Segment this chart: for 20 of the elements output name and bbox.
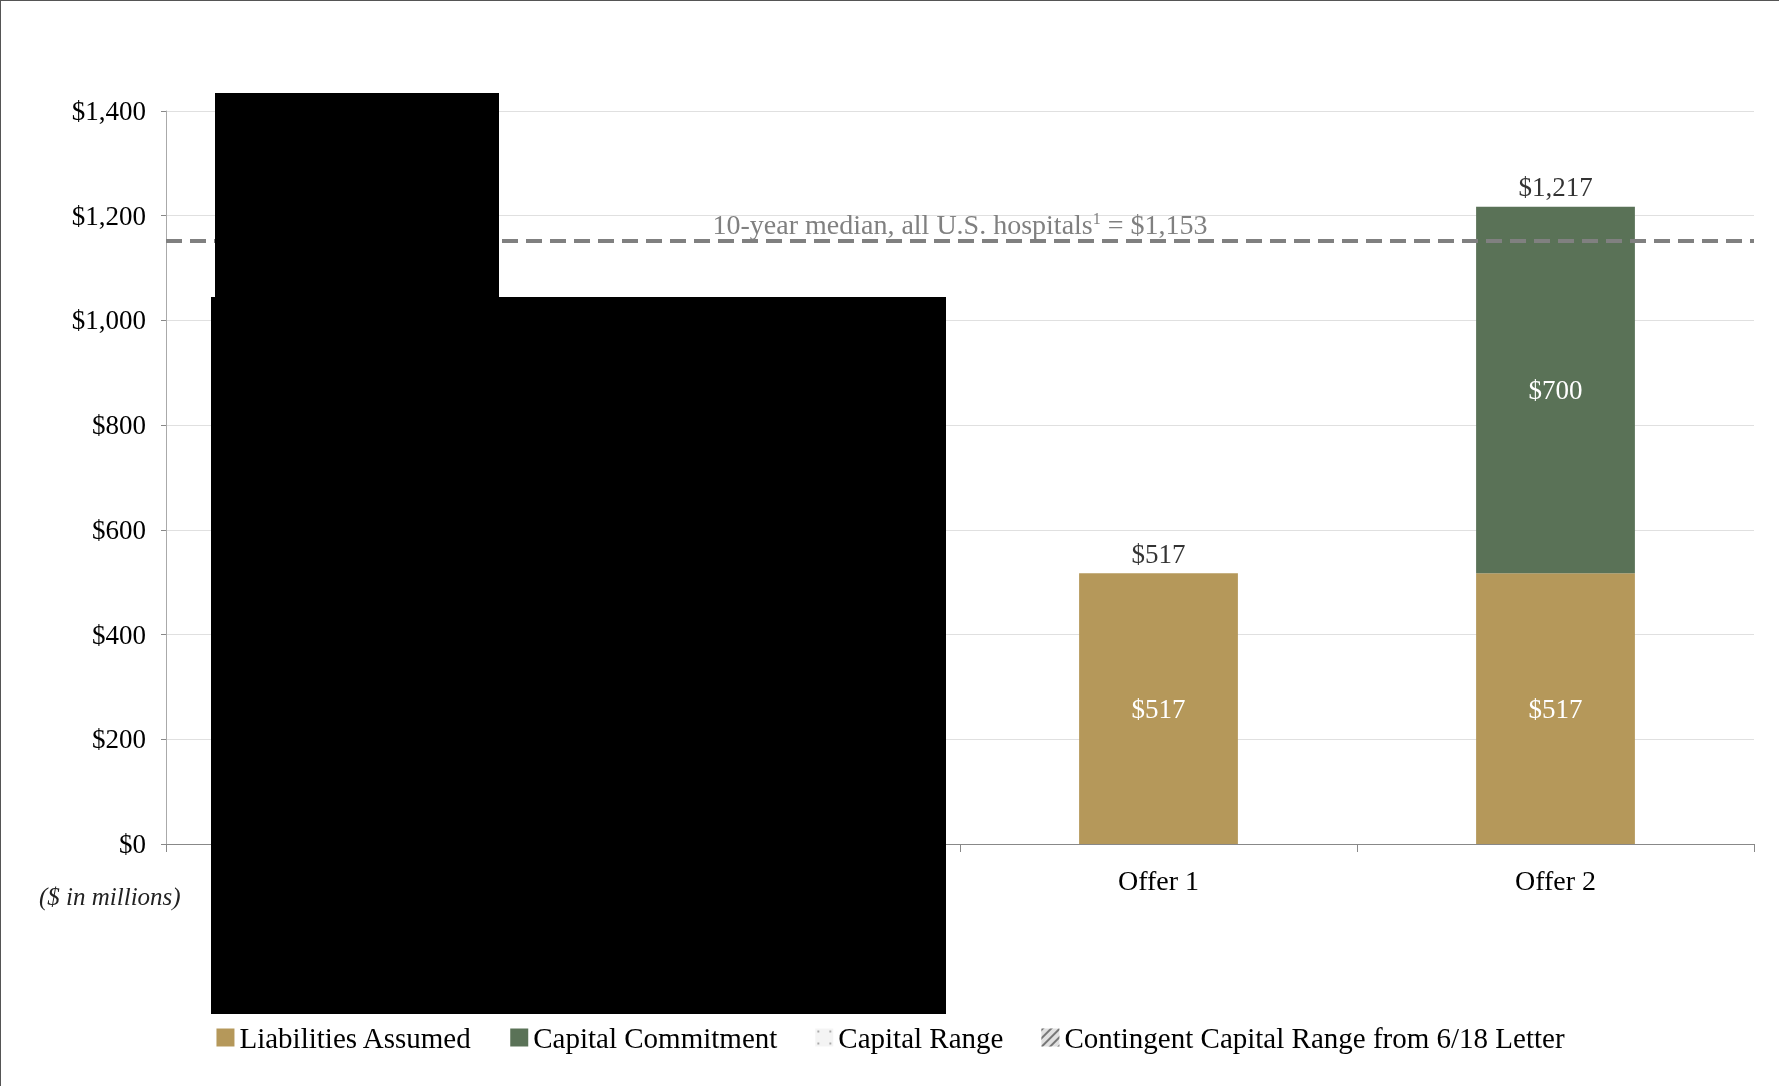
y-tick-label: $1,000	[71, 305, 146, 336]
data-label: $700	[1528, 375, 1583, 406]
y-tick-label: $1,200	[71, 200, 146, 231]
total-label: $517	[1131, 538, 1186, 569]
legend-label: Contingent Capital Range from 6/18 Letter	[1064, 1021, 1565, 1054]
x-tick-label: Offer 1	[1117, 864, 1200, 896]
legend-label: Capital Commitment	[533, 1021, 778, 1054]
y-tick-label: $200	[92, 724, 146, 755]
y-tick-label: $600	[92, 514, 146, 545]
total-label: $1,217	[1518, 172, 1593, 203]
x-tick-label: Offer 2	[1514, 864, 1597, 896]
y-tick-label: $1,400	[71, 96, 146, 126]
data-label: $517	[1131, 693, 1186, 724]
y-tick-label: $800	[92, 410, 146, 441]
text: ($ in millions)	[39, 883, 181, 911]
y-tick-label: $400	[92, 619, 146, 650]
legend-label: Liabilities Assumed	[239, 1021, 472, 1054]
legend-label: Capital Range	[838, 1021, 1004, 1054]
data-label: $517	[1528, 693, 1583, 724]
y-tick-label: $0	[119, 829, 146, 859]
